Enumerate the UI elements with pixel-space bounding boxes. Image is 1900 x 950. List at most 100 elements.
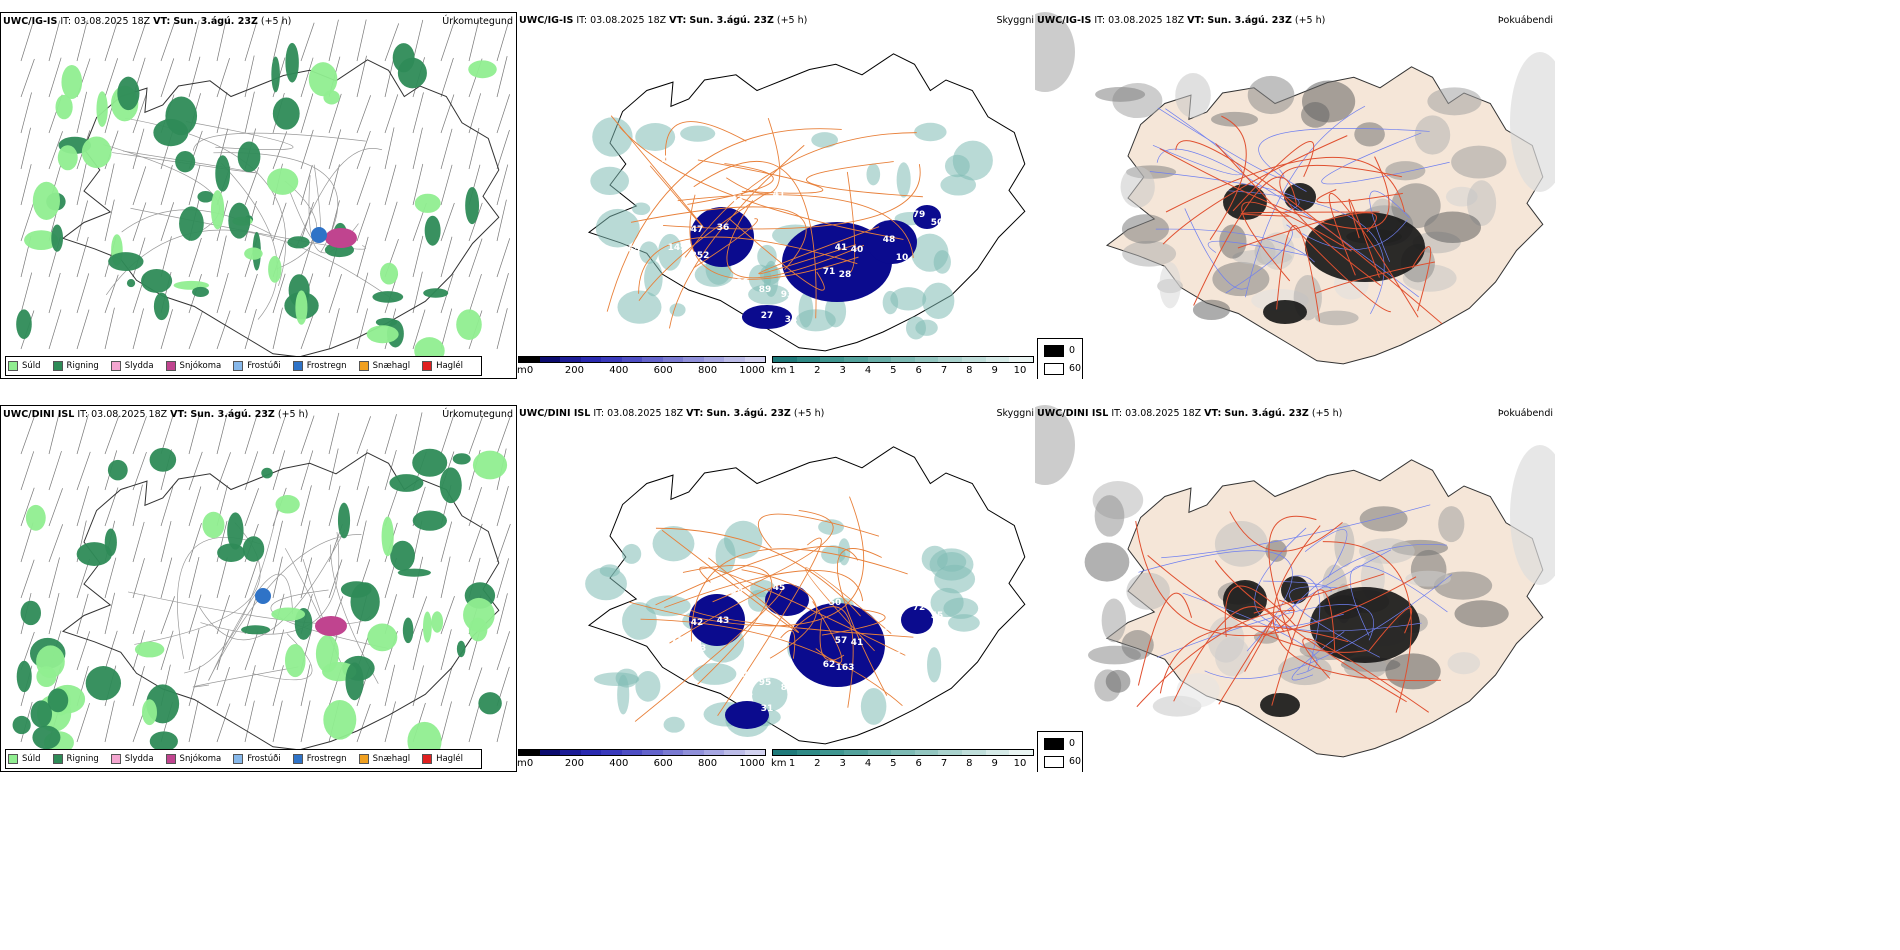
road — [640, 618, 903, 707]
precip-cell — [337, 502, 351, 539]
precip-cell — [452, 453, 471, 465]
legend-swatch — [52, 361, 63, 371]
road — [1241, 201, 1352, 282]
fog-cell — [1278, 655, 1332, 686]
visibility-value-label: 77 — [671, 636, 684, 646]
precip-cell — [392, 43, 415, 73]
visibility-value-label: 51 — [829, 205, 842, 215]
road — [757, 513, 880, 549]
colorbar-tick: 0 — [526, 365, 534, 376]
vis-km-cell — [622, 602, 657, 640]
precip-cell — [284, 644, 306, 678]
visibility-value-label: 50 — [829, 598, 842, 608]
precip-cell — [108, 252, 144, 271]
fog-cell — [1175, 73, 1211, 118]
fog-cell — [1359, 506, 1408, 532]
legend-label: Frostregn — [306, 754, 347, 764]
road — [712, 509, 834, 603]
visibility-value-label: 53 — [883, 628, 896, 638]
legend-swatch — [358, 361, 369, 371]
fog-legend-swatch — [1044, 738, 1064, 750]
precip-cell — [271, 56, 280, 93]
precip-cell — [478, 692, 502, 715]
vis-km-cell — [866, 163, 881, 186]
legend-label: Frostregn — [306, 361, 347, 371]
colorbar-unit: m — [517, 365, 527, 376]
visibility-value-label: 65 — [628, 245, 641, 255]
visibility-colorbar-m: m 0 200 400 600 800 1000 — [517, 356, 766, 376]
precip-map — [12, 412, 511, 761]
vis-low-cell — [867, 220, 917, 264]
vis-low-cell — [913, 205, 941, 229]
road — [1316, 189, 1403, 204]
colorbar-tick: 10 — [1013, 758, 1027, 769]
visibility-value-label: 67 — [741, 300, 754, 310]
fog-cell — [1159, 262, 1181, 309]
precip-cell — [24, 230, 59, 250]
fog-core — [1263, 300, 1307, 324]
vis-low-cell — [782, 222, 892, 302]
colorbar-tick: 8 — [966, 365, 973, 376]
fog-core — [1284, 183, 1316, 211]
road — [677, 194, 914, 258]
panel-label: Þokuábendi — [1497, 408, 1553, 419]
precip-cell — [126, 279, 136, 288]
fog-legend-swatch — [1044, 363, 1064, 375]
precip-type-panel-row1: UWC/IG-IS IT: 03.08.2025 18Z VT: Sun. 3.… — [0, 12, 517, 379]
vis-km-cell — [821, 545, 846, 564]
freezing-rain-cell — [311, 227, 327, 243]
road — [638, 236, 858, 294]
precip-cell — [295, 290, 308, 325]
visibility-value-label: 36 — [717, 223, 730, 233]
vis-low-cell — [725, 701, 769, 729]
vis-km-cell — [940, 174, 977, 196]
precip-cell — [465, 187, 480, 225]
road — [699, 566, 906, 656]
colorbar-tick: 800 — [698, 758, 718, 769]
precip-cell — [381, 516, 394, 557]
fog-cell — [1315, 310, 1359, 326]
precip-cell — [323, 699, 357, 740]
river — [1369, 190, 1410, 262]
road — [1135, 521, 1417, 637]
legend-swatch — [233, 361, 244, 371]
legend-label: Súld — [22, 361, 41, 371]
visibility-value-label: 93 — [781, 290, 794, 300]
road — [1159, 148, 1390, 230]
colorbar-tick: 600 — [653, 365, 673, 376]
fog-cell — [1424, 211, 1481, 244]
road — [780, 630, 796, 659]
road — [1229, 511, 1343, 552]
road — [836, 548, 888, 696]
precip-cell — [463, 597, 495, 632]
road — [619, 126, 904, 240]
vis-low-cell — [901, 606, 933, 634]
colorbar-tick: 6 — [915, 365, 922, 376]
visibility-value-label: 163 — [836, 663, 855, 673]
precip-cell — [215, 155, 231, 192]
wind-barbs — [20, 19, 511, 350]
precip-cell — [389, 474, 424, 492]
fog-cell — [1176, 673, 1220, 708]
precip-cell — [380, 262, 399, 285]
precip-cell — [32, 181, 61, 220]
fog-cell — [1454, 600, 1509, 628]
road — [689, 194, 859, 280]
legend-item: Snæhagl — [358, 361, 410, 371]
visibility-value-label: 41 — [851, 638, 864, 648]
colorbar-tick: 1 — [788, 758, 796, 769]
legend-item: Haglél — [422, 754, 463, 764]
visibility-value-label: 89 — [759, 285, 772, 295]
vis-km-cell — [590, 166, 630, 196]
precip-cell — [175, 150, 196, 173]
vis-low-cell — [742, 305, 792, 329]
road — [682, 564, 773, 685]
river — [1245, 105, 1366, 298]
road — [1237, 212, 1377, 249]
fog-core — [1281, 576, 1309, 604]
fog-offshore — [1510, 52, 1555, 192]
river — [1157, 107, 1285, 179]
vis-km-cell — [929, 548, 974, 581]
visibility-value-label: 45 — [773, 583, 786, 593]
road — [693, 218, 758, 269]
